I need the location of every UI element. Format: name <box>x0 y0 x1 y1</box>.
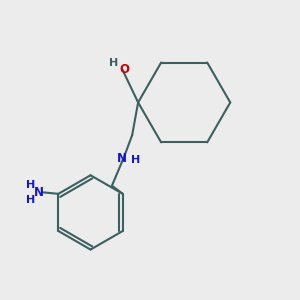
Text: N: N <box>34 186 44 199</box>
Text: H: H <box>26 180 35 190</box>
Text: H: H <box>130 155 140 165</box>
Text: H: H <box>26 195 35 205</box>
Text: O: O <box>120 63 130 76</box>
Text: H: H <box>109 58 118 68</box>
Text: N: N <box>117 152 128 164</box>
